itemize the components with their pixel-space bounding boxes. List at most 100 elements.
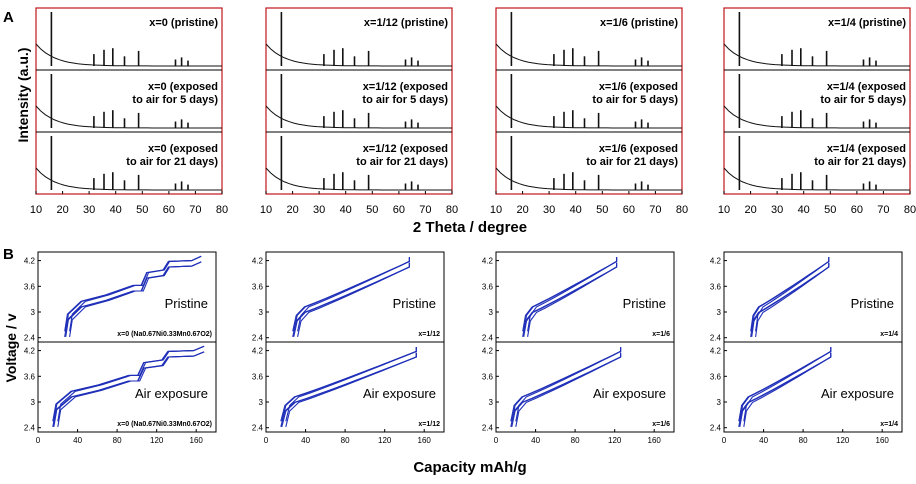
- cv-label-air-exposure: Air exposure: [593, 386, 666, 401]
- cv-label-air-exposure: Air exposure: [363, 386, 436, 401]
- xrd-x-tick-label: 40: [570, 204, 582, 216]
- cv-label-pristine: Pristine: [165, 296, 208, 311]
- cv-discharge-curve: [522, 262, 618, 337]
- cv-x-tick-label: 40: [73, 436, 82, 445]
- xrd-x-tick-label: 50: [366, 204, 378, 216]
- cv-label-air-exposure: Air exposure: [135, 386, 208, 401]
- cv-y-tick-label: 2.4: [482, 424, 494, 433]
- cv-y-tick-label: 4.2: [710, 347, 722, 356]
- xrd-x-tick-label: 20: [56, 204, 68, 216]
- panel-label-a: A: [3, 9, 14, 26]
- cv-charge-curve: [755, 257, 830, 332]
- cv-discharge-curve: [750, 262, 830, 337]
- cv-y-tick-label: 2.4: [252, 424, 264, 433]
- cv-charge-curve: [297, 257, 410, 332]
- xrd-x-tick-label: 40: [798, 204, 810, 216]
- cv-y-tick-label: 2.4: [710, 424, 722, 433]
- panel-label-b: B: [3, 246, 14, 263]
- xrd-condition-label: x=1/12 (exposed: [363, 143, 448, 155]
- xrd-background-curve: [723, 43, 910, 67]
- cv-y-tick-label: 4.2: [24, 257, 36, 266]
- xrd-background-curve: [495, 167, 682, 191]
- cv-y-tick-label: 2.4: [252, 334, 264, 343]
- xrd-x-tick-label: 50: [824, 204, 836, 216]
- cv-y-tick-label: 4.2: [710, 257, 722, 266]
- cv-label-pristine: Pristine: [393, 296, 436, 311]
- cv-x-tick-label: 160: [876, 436, 890, 445]
- cv-charge-curve: [527, 257, 618, 332]
- cv-frame: [37, 341, 217, 433]
- cv-y-tick-label: 3.6: [252, 282, 264, 291]
- cv-composition-label: x=1/12: [418, 421, 440, 428]
- cv-x-tick-label: 40: [301, 436, 310, 445]
- cv-x-tick-label: 80: [571, 436, 580, 445]
- xrd-x-tick-label: 60: [623, 204, 635, 216]
- cv-x-tick-label: 120: [150, 436, 164, 445]
- cv-discharge-curve: [297, 262, 410, 338]
- xrd-background-curve: [495, 105, 682, 129]
- xrd-condition-label: x=1/12 (exposed: [363, 81, 448, 93]
- cv-composition-label: x=1/4: [880, 331, 898, 338]
- cv-discharge-curve: [523, 262, 618, 337]
- cv-y-tick-label: 4.2: [24, 347, 36, 356]
- cv-x-tick-label: 80: [341, 436, 350, 445]
- cv-discharge-curve: [69, 261, 202, 337]
- xrd-background-curve: [723, 167, 910, 191]
- cv-y-tick-label: 3.6: [710, 372, 722, 381]
- xrd-condition-label: to air for 21 days): [586, 156, 678, 168]
- cv-composition-label: x=0 (Na0.67Ni0.33Mn0.67O2): [117, 331, 212, 338]
- cv-charge-curve: [64, 255, 202, 332]
- cv-charge-curve: [53, 345, 205, 422]
- cv-discharge-curve: [285, 352, 417, 428]
- xrd-condition-label: x=1/4 (pristine): [828, 17, 906, 29]
- xrd-background-curve: [35, 167, 222, 191]
- cv-y-tick-label: 3: [31, 308, 36, 317]
- cv-x-tick-label: 160: [190, 436, 204, 445]
- cv-composition-label: x=1/12: [418, 331, 440, 338]
- xrd-frame: [35, 7, 223, 195]
- cv-y-tick-label: 3: [489, 308, 494, 317]
- cv-y-tick-label: 2.4: [24, 424, 36, 433]
- cv-y-tick-label: 3: [489, 398, 494, 407]
- cv-y-tick-label: 3.6: [482, 282, 494, 291]
- cv-y-tick-label: 3: [717, 308, 722, 317]
- cv-label-pristine: Pristine: [623, 296, 666, 311]
- xrd-frame: [265, 7, 453, 195]
- cv-x-tick-label: 160: [418, 436, 432, 445]
- xrd-x-tick-label: 10: [490, 204, 502, 216]
- xrd-x-tick-label: 60: [851, 204, 863, 216]
- cv-charge-curve: [57, 345, 205, 422]
- xrd-x-tick-label: 20: [516, 204, 528, 216]
- xrd-condition-label: x=0 (exposed: [148, 81, 218, 93]
- cv-composition-label: x=1/6: [652, 421, 670, 428]
- cv-composition-label: x=0 (Na0.67Ni0.33Mn0.67O2): [117, 421, 212, 428]
- cv-discharge-curve: [751, 262, 830, 337]
- cv-y-tick-label: 3.6: [24, 372, 36, 381]
- cv-y-tick-label: 3: [259, 308, 264, 317]
- xrd-x-tick-label: 40: [340, 204, 352, 216]
- cv-frame: [723, 341, 903, 433]
- xrd-condition-label: to air for 5 days): [820, 94, 906, 106]
- xrd-x-tick-label: 50: [136, 204, 148, 216]
- cv-frame: [265, 341, 445, 433]
- xrd-x-tick-label: 70: [649, 204, 661, 216]
- xrd-x-tick-label: 10: [260, 204, 272, 216]
- xrd-x-tick-label: 80: [216, 204, 228, 216]
- cv-x-tick-label: 120: [836, 436, 850, 445]
- xrd-x-tick-label: 20: [744, 204, 756, 216]
- xrd-x-tick-label: 10: [718, 204, 730, 216]
- cv-x-tick-label: 0: [494, 436, 499, 445]
- cv-x-tick-label: 0: [36, 436, 41, 445]
- xrd-x-axis-label: 2 Theta / degree: [413, 219, 527, 236]
- cv-x-tick-label: 40: [531, 436, 540, 445]
- cv-x-tick-label: 120: [608, 436, 622, 445]
- xrd-x-tick-label: 30: [543, 204, 555, 216]
- xrd-condition-label: x=1/6 (exposed: [599, 81, 678, 93]
- cv-label-air-exposure: Air exposure: [821, 386, 894, 401]
- xrd-x-tick-label: 30: [313, 204, 325, 216]
- xrd-x-tick-label: 70: [189, 204, 201, 216]
- xrd-frame: [495, 7, 683, 195]
- xrd-condition-label: to air for 21 days): [356, 156, 448, 168]
- cv-x-tick-label: 80: [113, 436, 122, 445]
- xrd-condition-label: x=1/12 (pristine): [364, 17, 448, 29]
